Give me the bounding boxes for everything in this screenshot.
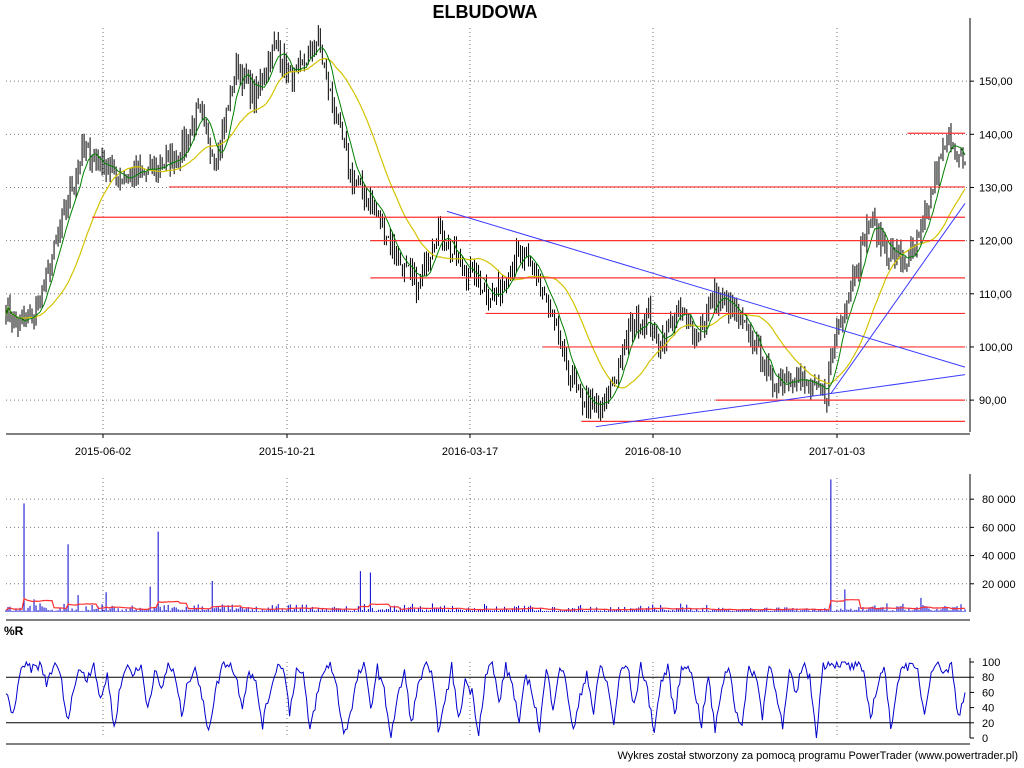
wr-y-tick-label: 0 [982, 733, 988, 745]
price-y-tick-label: 150,00 [979, 76, 1013, 88]
williams-r-line [5, 660, 966, 739]
volume-panel: 20 000 40 000 60 000 80 000 [5, 474, 1016, 621]
wr-y-tick-label: 60 [982, 687, 994, 699]
trendline [595, 374, 966, 428]
moving-average-short [5, 47, 966, 406]
volume-y-tick-label: 20 000 [982, 579, 1016, 591]
wr-y-tick-label: 20 [982, 718, 994, 730]
volume-y-tick-label: 60 000 [982, 522, 1016, 534]
price-y-tick-label: 100,00 [979, 342, 1013, 354]
price-panel: 90,00 100,00 110,00 120,00 130,00 140,00 150,0… [5, 18, 1013, 458]
price-y-tick-label: 110,00 [979, 289, 1012, 301]
price-y-tick-label: 130,00 [979, 182, 1013, 194]
price-y-tick-label: 90,00 [979, 395, 1007, 407]
volume-y-tick-label: 80 000 [982, 494, 1016, 506]
price-y-tick-label: 140,00 [979, 129, 1013, 141]
price-x-tick-label: 2017-01-03 [809, 446, 865, 458]
wr-y-tick-label: 80 [982, 672, 994, 684]
trendline [830, 203, 966, 395]
wr-y-tick-label: 100 [982, 657, 1000, 669]
price-x-tick-label: 2015-10-21 [259, 446, 315, 458]
moving-average-long [5, 57, 966, 389]
volume-average-line [5, 597, 966, 611]
trendline [446, 210, 966, 368]
price-x-tick-label: 2016-03-17 [442, 446, 498, 458]
williams-r-panel: 0 20 40 60 80 100 [5, 619, 1000, 745]
price-x-tick-label: 2016-08-10 [625, 446, 681, 458]
volume-y-tick-label: 40 000 [982, 551, 1016, 563]
williams-r-label: %R [4, 624, 24, 638]
footer-credit: Wykres został stworzony za pomocą progra… [617, 750, 1018, 762]
price-y-tick-label: 120,00 [979, 236, 1013, 248]
chart-title: ELBUDOWA [432, 2, 538, 22]
price-x-tick-label: 2015-06-02 [75, 446, 131, 458]
wr-y-tick-label: 40 [982, 703, 994, 715]
